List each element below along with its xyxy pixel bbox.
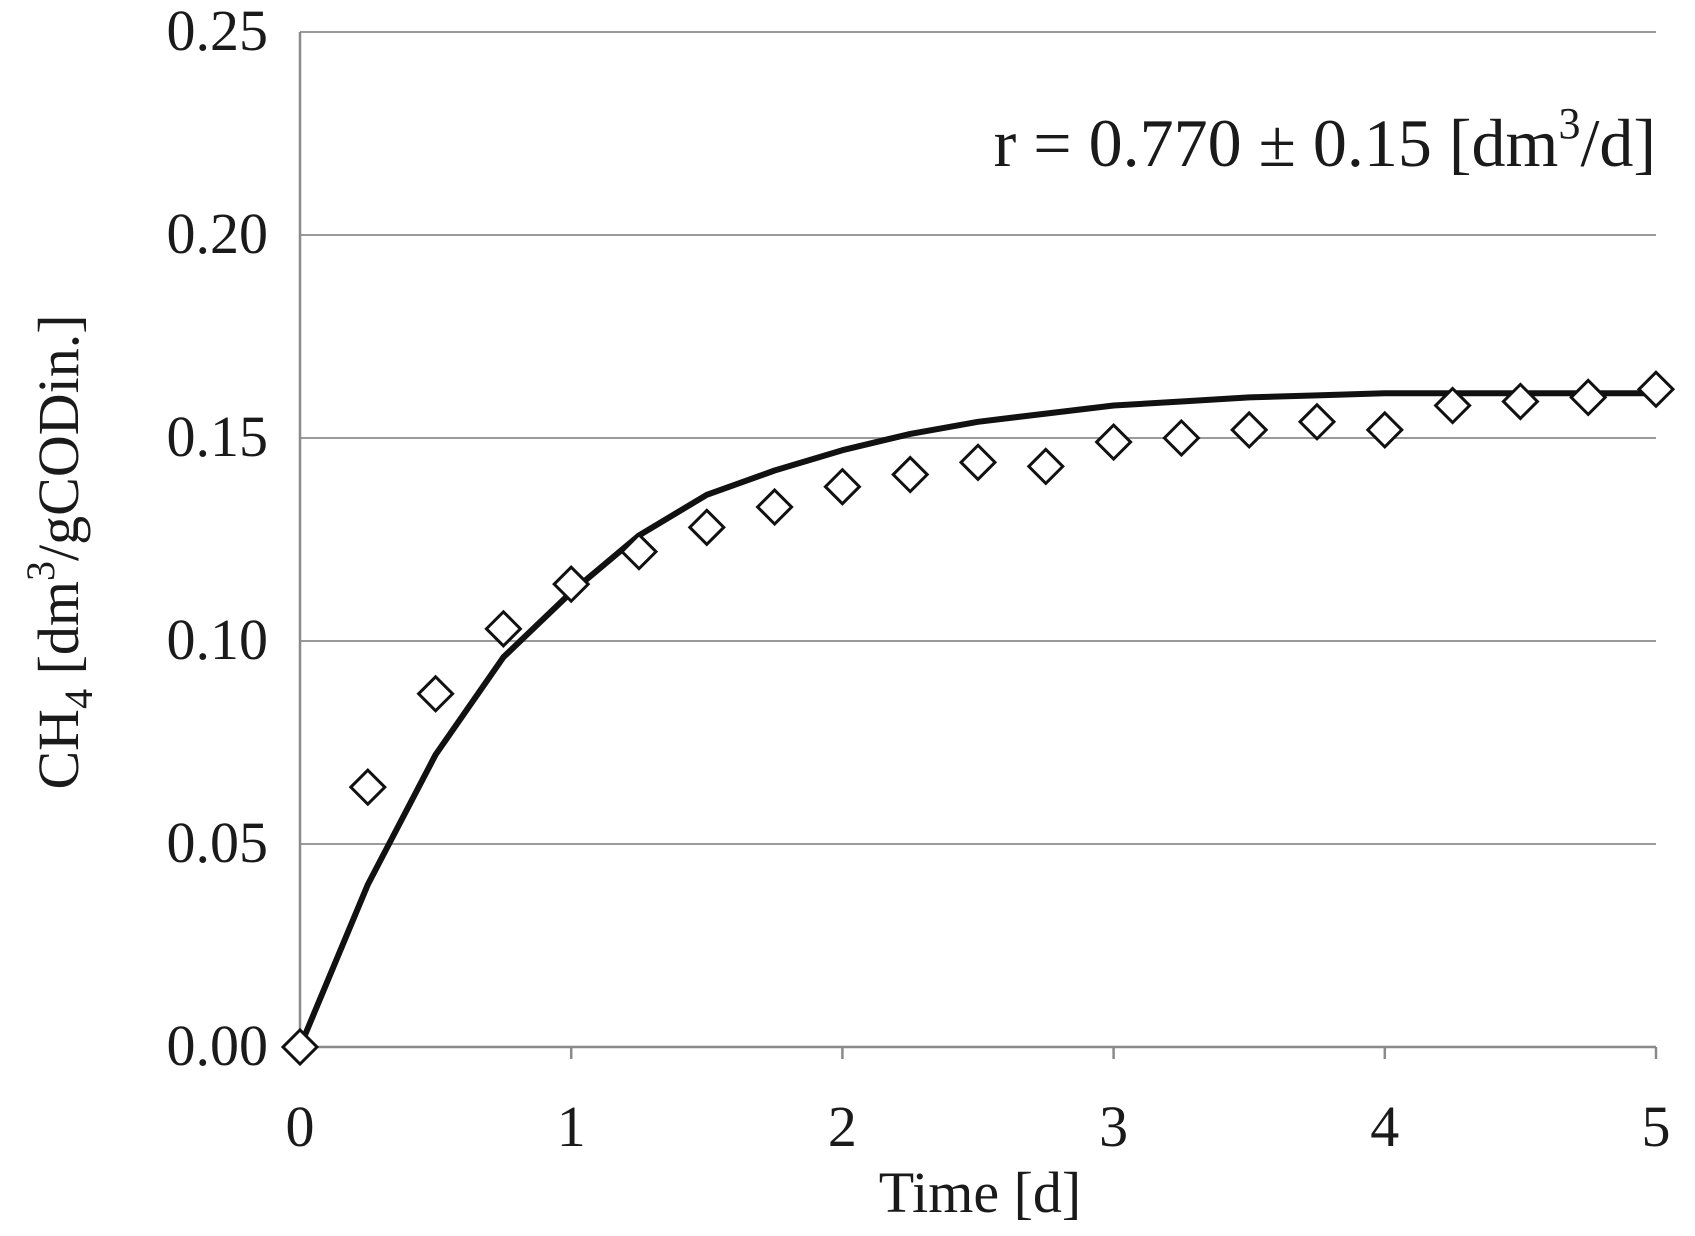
fit-line	[297, 390, 1659, 1050]
data-point	[552, 565, 591, 604]
data-point	[348, 768, 387, 807]
data-point	[1501, 382, 1540, 421]
rate-annotation-sup: 3	[1558, 99, 1580, 148]
y-tick-label: 0.10	[167, 607, 269, 672]
x-tick-label: 5	[1642, 1094, 1671, 1159]
rate-annotation-post: /d]	[1580, 105, 1656, 181]
data-point	[891, 455, 930, 494]
y-tick-label: 0.15	[167, 404, 269, 469]
y-tick-labels: 0.00 0.05 0.10 0.15 0.20 0.25	[167, 0, 269, 1078]
y-axis-title-sub: 4	[56, 689, 101, 709]
gridlines	[300, 31, 1656, 845]
y-axis-title-pre: CH	[26, 709, 91, 790]
data-point	[1094, 422, 1133, 462]
data-point	[1569, 378, 1608, 417]
rate-annotation: r = 0.770 ± 0.15 [dm3/d]	[994, 99, 1656, 181]
x-tick-label: 4	[1370, 1094, 1399, 1159]
x-axis-title: Time [d]	[879, 1160, 1082, 1225]
y-axis-title: CH4 [dm3/gCODin.]	[18, 314, 101, 789]
data-point	[619, 532, 659, 571]
data-point	[823, 467, 862, 506]
y-tick-label: 0.00	[167, 1013, 269, 1078]
axes	[298, 32, 1658, 1059]
data-point	[416, 674, 455, 713]
x-tick-label: 2	[828, 1094, 857, 1159]
fit-curve	[297, 390, 1659, 1050]
y-tick-label: 0.20	[167, 201, 269, 266]
data-point	[1636, 370, 1676, 409]
y-axis-title-mid: [dm	[26, 581, 91, 689]
y-tick-label: 0.25	[167, 0, 269, 63]
observed-points	[280, 370, 1676, 1067]
data-point	[1297, 402, 1337, 441]
data-point	[1365, 410, 1404, 450]
x-tick-label: 3	[1099, 1094, 1128, 1159]
x-tick-labels: 0 1 2 3 4 5	[286, 1094, 1671, 1159]
rate-annotation-pre: r = 0.770 ± 0.15 [dm	[994, 105, 1559, 181]
data-point	[687, 508, 726, 547]
data-point	[1162, 418, 1201, 458]
y-axis-title-sup: 3	[18, 561, 63, 581]
data-point	[958, 443, 998, 482]
data-point	[1230, 410, 1269, 450]
x-tick-label: 1	[557, 1094, 586, 1159]
data-point	[755, 487, 794, 527]
data-point	[1433, 386, 1472, 425]
x-tick-label: 0	[286, 1094, 315, 1159]
data-point	[484, 609, 523, 648]
data-point	[280, 1027, 320, 1067]
data-point	[1026, 447, 1065, 486]
y-axis-title-post: /gCODin.]	[26, 314, 91, 561]
y-tick-label: 0.05	[167, 810, 269, 875]
